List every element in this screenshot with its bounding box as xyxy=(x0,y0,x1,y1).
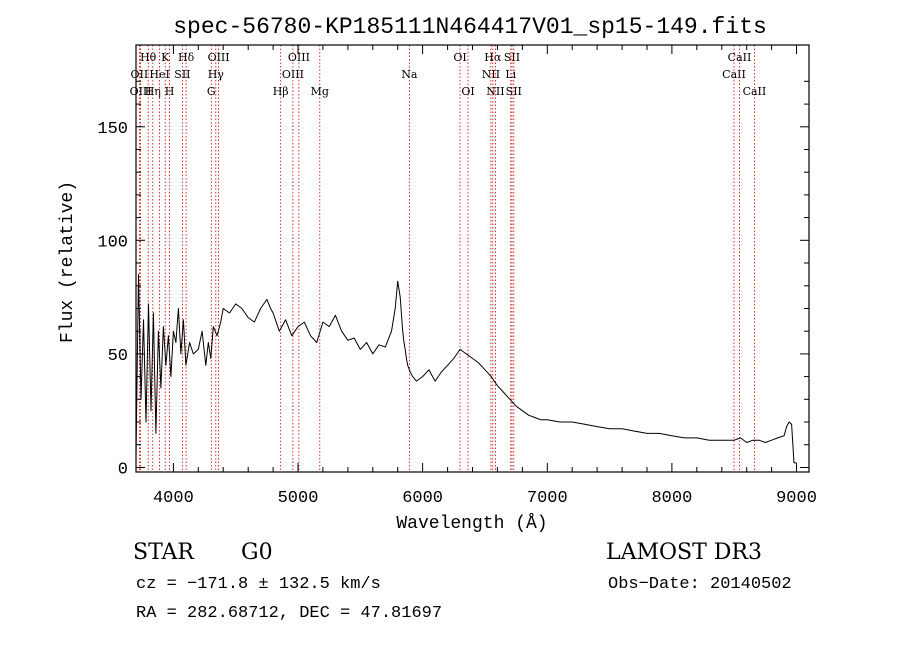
object-subclass: G0 xyxy=(241,540,273,565)
line-label-3: Hη xyxy=(145,85,161,98)
line-label-2: OIII xyxy=(130,85,152,98)
x-tick-label-9000: 9000 xyxy=(776,489,817,508)
line-label-26: CaII xyxy=(728,51,752,64)
line-label-1: OII xyxy=(131,68,149,81)
series-flux xyxy=(135,273,797,464)
line-label-18: OI xyxy=(461,85,474,98)
redshift-cz: cz = −171.8 ± 132.5 km/s xyxy=(136,575,381,594)
x-tick-label-4000: 4000 xyxy=(153,489,194,508)
y-tick-label-150: 150 xyxy=(97,120,128,139)
line-label-17: OI xyxy=(453,51,466,64)
object-class: STAR xyxy=(133,540,194,565)
x-tick-label-8000: 8000 xyxy=(651,489,692,508)
chart-title: spec-56780-KP185111N464417V01_sp15-149.f… xyxy=(173,14,767,40)
line-label-10: Hγ xyxy=(208,68,225,81)
line-label-23: Li xyxy=(505,68,516,81)
line-label-13: OIII xyxy=(282,68,304,81)
line-label-27: CaII xyxy=(743,85,767,98)
survey-name: LAMOST DR3 xyxy=(606,540,762,565)
y-axis-label: Flux (relative) xyxy=(58,181,78,343)
y-tick-label-0: 0 xyxy=(118,461,128,480)
line-label-21: NII xyxy=(486,85,504,98)
line-label-14: OIII xyxy=(288,51,310,64)
x-tick-label-5000: 5000 xyxy=(278,489,319,508)
x-tick-label-6000: 6000 xyxy=(402,489,443,508)
line-label-9: G xyxy=(207,85,216,98)
y-tick-label-100: 100 xyxy=(97,233,128,252)
line-label-20: Hα xyxy=(484,51,502,64)
line-label-24: SII xyxy=(506,85,522,98)
line-label-5: K xyxy=(161,51,170,64)
axis-ticks: 4000 5000 6000 7000 8000 9000 0 50 100 150 xyxy=(97,45,817,508)
line-label-22: SII xyxy=(504,51,520,64)
spectral-lines: HθOIIOIIIHηHeIKHSIIHδGHγOIIIHβOIIIOIIIMg… xyxy=(130,45,767,472)
line-label-19: NII xyxy=(482,68,500,81)
obs-date: Obs−Date: 20140502 xyxy=(608,575,792,594)
line-label-0: Hθ xyxy=(140,51,157,64)
line-label-15: Mg xyxy=(311,85,329,98)
line-label-11: OIII xyxy=(208,51,230,64)
line-label-6: H xyxy=(165,85,175,98)
y-tick-label-50: 50 xyxy=(108,347,128,366)
line-label-8: Hδ xyxy=(178,51,195,64)
coordinates: RA = 282.68712, DEC = 47.81697 xyxy=(136,604,443,623)
series-layer xyxy=(135,273,797,464)
x-tick-label-7000: 7000 xyxy=(527,489,568,508)
line-label-16: Na xyxy=(401,68,418,81)
line-label-12: Hβ xyxy=(273,85,289,98)
line-label-4: HeI xyxy=(149,68,169,81)
line-label-7: SII xyxy=(174,68,190,81)
x-axis-label: Wavelength (Å) xyxy=(396,513,547,534)
line-label-25: CaII xyxy=(722,68,746,81)
plot-frame xyxy=(135,44,810,473)
